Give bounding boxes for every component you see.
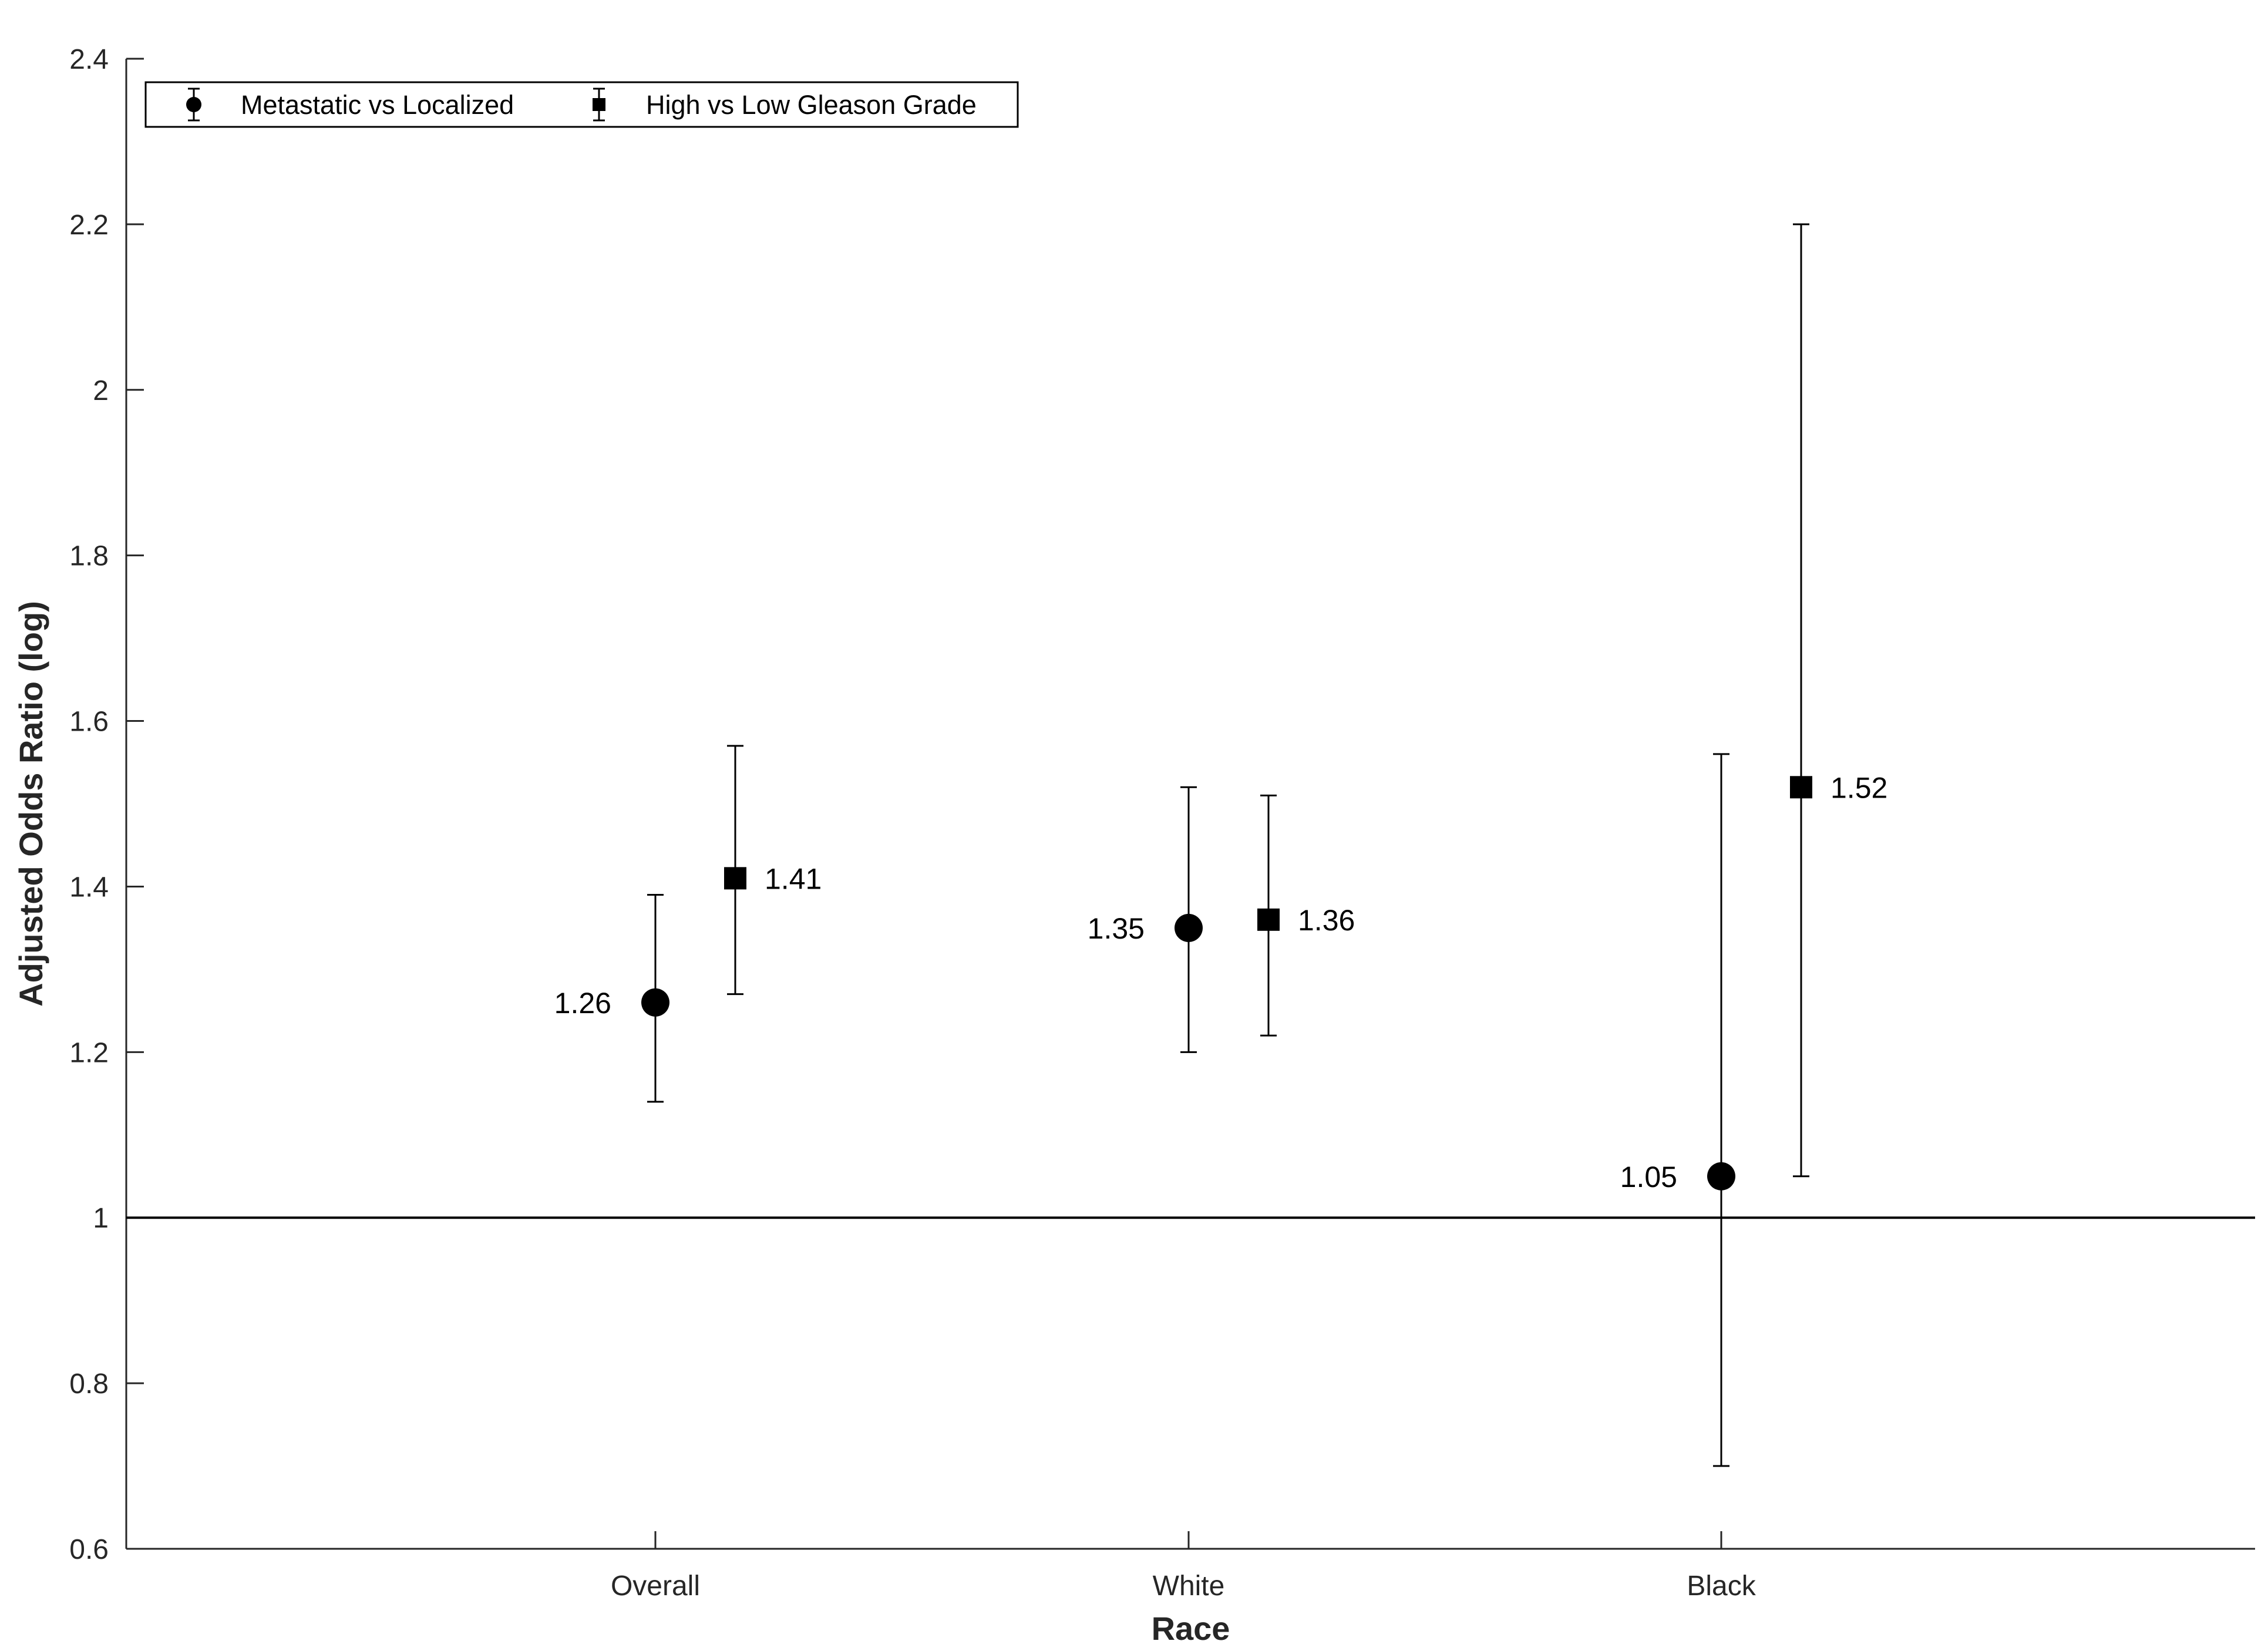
y-axis-title: Adjusted Odds Ratio (log) bbox=[12, 601, 49, 1007]
y-tick-label: 2 bbox=[93, 375, 109, 406]
y-tick-label: 0.6 bbox=[69, 1534, 109, 1565]
legend-square-marker bbox=[593, 98, 605, 111]
series-1: 1.26 1.35 1.05 bbox=[554, 753, 1735, 1467]
legend-item: High vs Low Gleason Grade bbox=[593, 88, 977, 122]
square-marker bbox=[1257, 908, 1280, 931]
y-tick-label: 2.2 bbox=[69, 210, 109, 241]
circle-marker bbox=[1707, 1162, 1735, 1191]
y-tick-label: 1.6 bbox=[69, 707, 109, 738]
data-series: 1.26 1.35 1.05 1.41 1.36 1.52 bbox=[554, 223, 1887, 1467]
series-2: 1.41 1.36 1.52 bbox=[724, 223, 1887, 1178]
data-label: 1.36 bbox=[1298, 904, 1355, 937]
x-tick-label: Overall bbox=[611, 1571, 700, 1602]
legend-label: Metastatic vs Localized bbox=[241, 90, 514, 120]
y-tick-label: 0.8 bbox=[69, 1368, 109, 1400]
y-tick-label: 1 bbox=[93, 1203, 109, 1234]
y-tick-label: 1.4 bbox=[69, 872, 109, 903]
legend-items: Metastatic vs Localized High vs Low Gleas… bbox=[186, 88, 977, 122]
legend-box bbox=[144, 81, 1019, 128]
circle-marker bbox=[641, 988, 669, 1017]
data-label: 1.41 bbox=[765, 862, 822, 895]
data-label: 1.35 bbox=[1088, 912, 1145, 945]
y-tick-label: 1.8 bbox=[69, 541, 109, 572]
x-axis-title: Race bbox=[1152, 1610, 1230, 1647]
data-label: 1.52 bbox=[1830, 771, 1887, 804]
y-axis-ticks: 0.6 0.8 1 1.2 1.4 1.6 1.8 2 2.2 2.4 bbox=[69, 44, 144, 1565]
legend-circle-marker bbox=[186, 97, 201, 112]
data-label: 1.05 bbox=[1620, 1161, 1677, 1193]
square-marker bbox=[724, 867, 746, 890]
x-tick-label: White bbox=[1153, 1571, 1225, 1602]
y-tick-label: 1.2 bbox=[69, 1037, 109, 1068]
data-label: 1.26 bbox=[554, 987, 611, 1020]
legend: Metastatic vs Localized High vs Low Gleas… bbox=[144, 81, 1019, 128]
square-marker bbox=[1790, 776, 1812, 799]
legend-item: Metastatic vs Localized bbox=[186, 88, 514, 122]
x-axis-ticks: Overall White Black bbox=[611, 1531, 1756, 1602]
circle-marker bbox=[1175, 913, 1203, 942]
legend-label: High vs Low Gleason Grade bbox=[646, 90, 977, 120]
y-tick-label: 2.4 bbox=[69, 44, 109, 75]
x-tick-label: Black bbox=[1687, 1571, 1756, 1602]
